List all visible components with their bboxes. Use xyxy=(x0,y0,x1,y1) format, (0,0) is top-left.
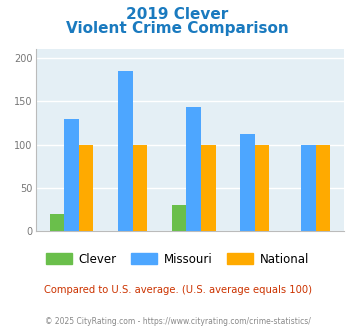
Bar xyxy=(79,145,93,231)
Bar xyxy=(255,145,269,231)
Bar xyxy=(50,214,64,231)
Bar xyxy=(301,145,316,231)
Text: Violent Crime Comparison: Violent Crime Comparison xyxy=(66,21,289,36)
Legend: Clever, Missouri, National: Clever, Missouri, National xyxy=(41,248,314,270)
Bar xyxy=(316,145,330,231)
Bar xyxy=(118,71,132,231)
Text: © 2025 CityRating.com - https://www.cityrating.com/crime-statistics/: © 2025 CityRating.com - https://www.city… xyxy=(45,317,310,326)
Bar xyxy=(132,145,147,231)
Bar xyxy=(240,134,255,231)
Bar xyxy=(186,107,201,231)
Bar xyxy=(201,145,215,231)
Text: 2019 Clever: 2019 Clever xyxy=(126,7,229,21)
Bar xyxy=(171,205,186,231)
Bar xyxy=(64,119,79,231)
Text: Compared to U.S. average. (U.S. average equals 100): Compared to U.S. average. (U.S. average … xyxy=(44,285,311,295)
